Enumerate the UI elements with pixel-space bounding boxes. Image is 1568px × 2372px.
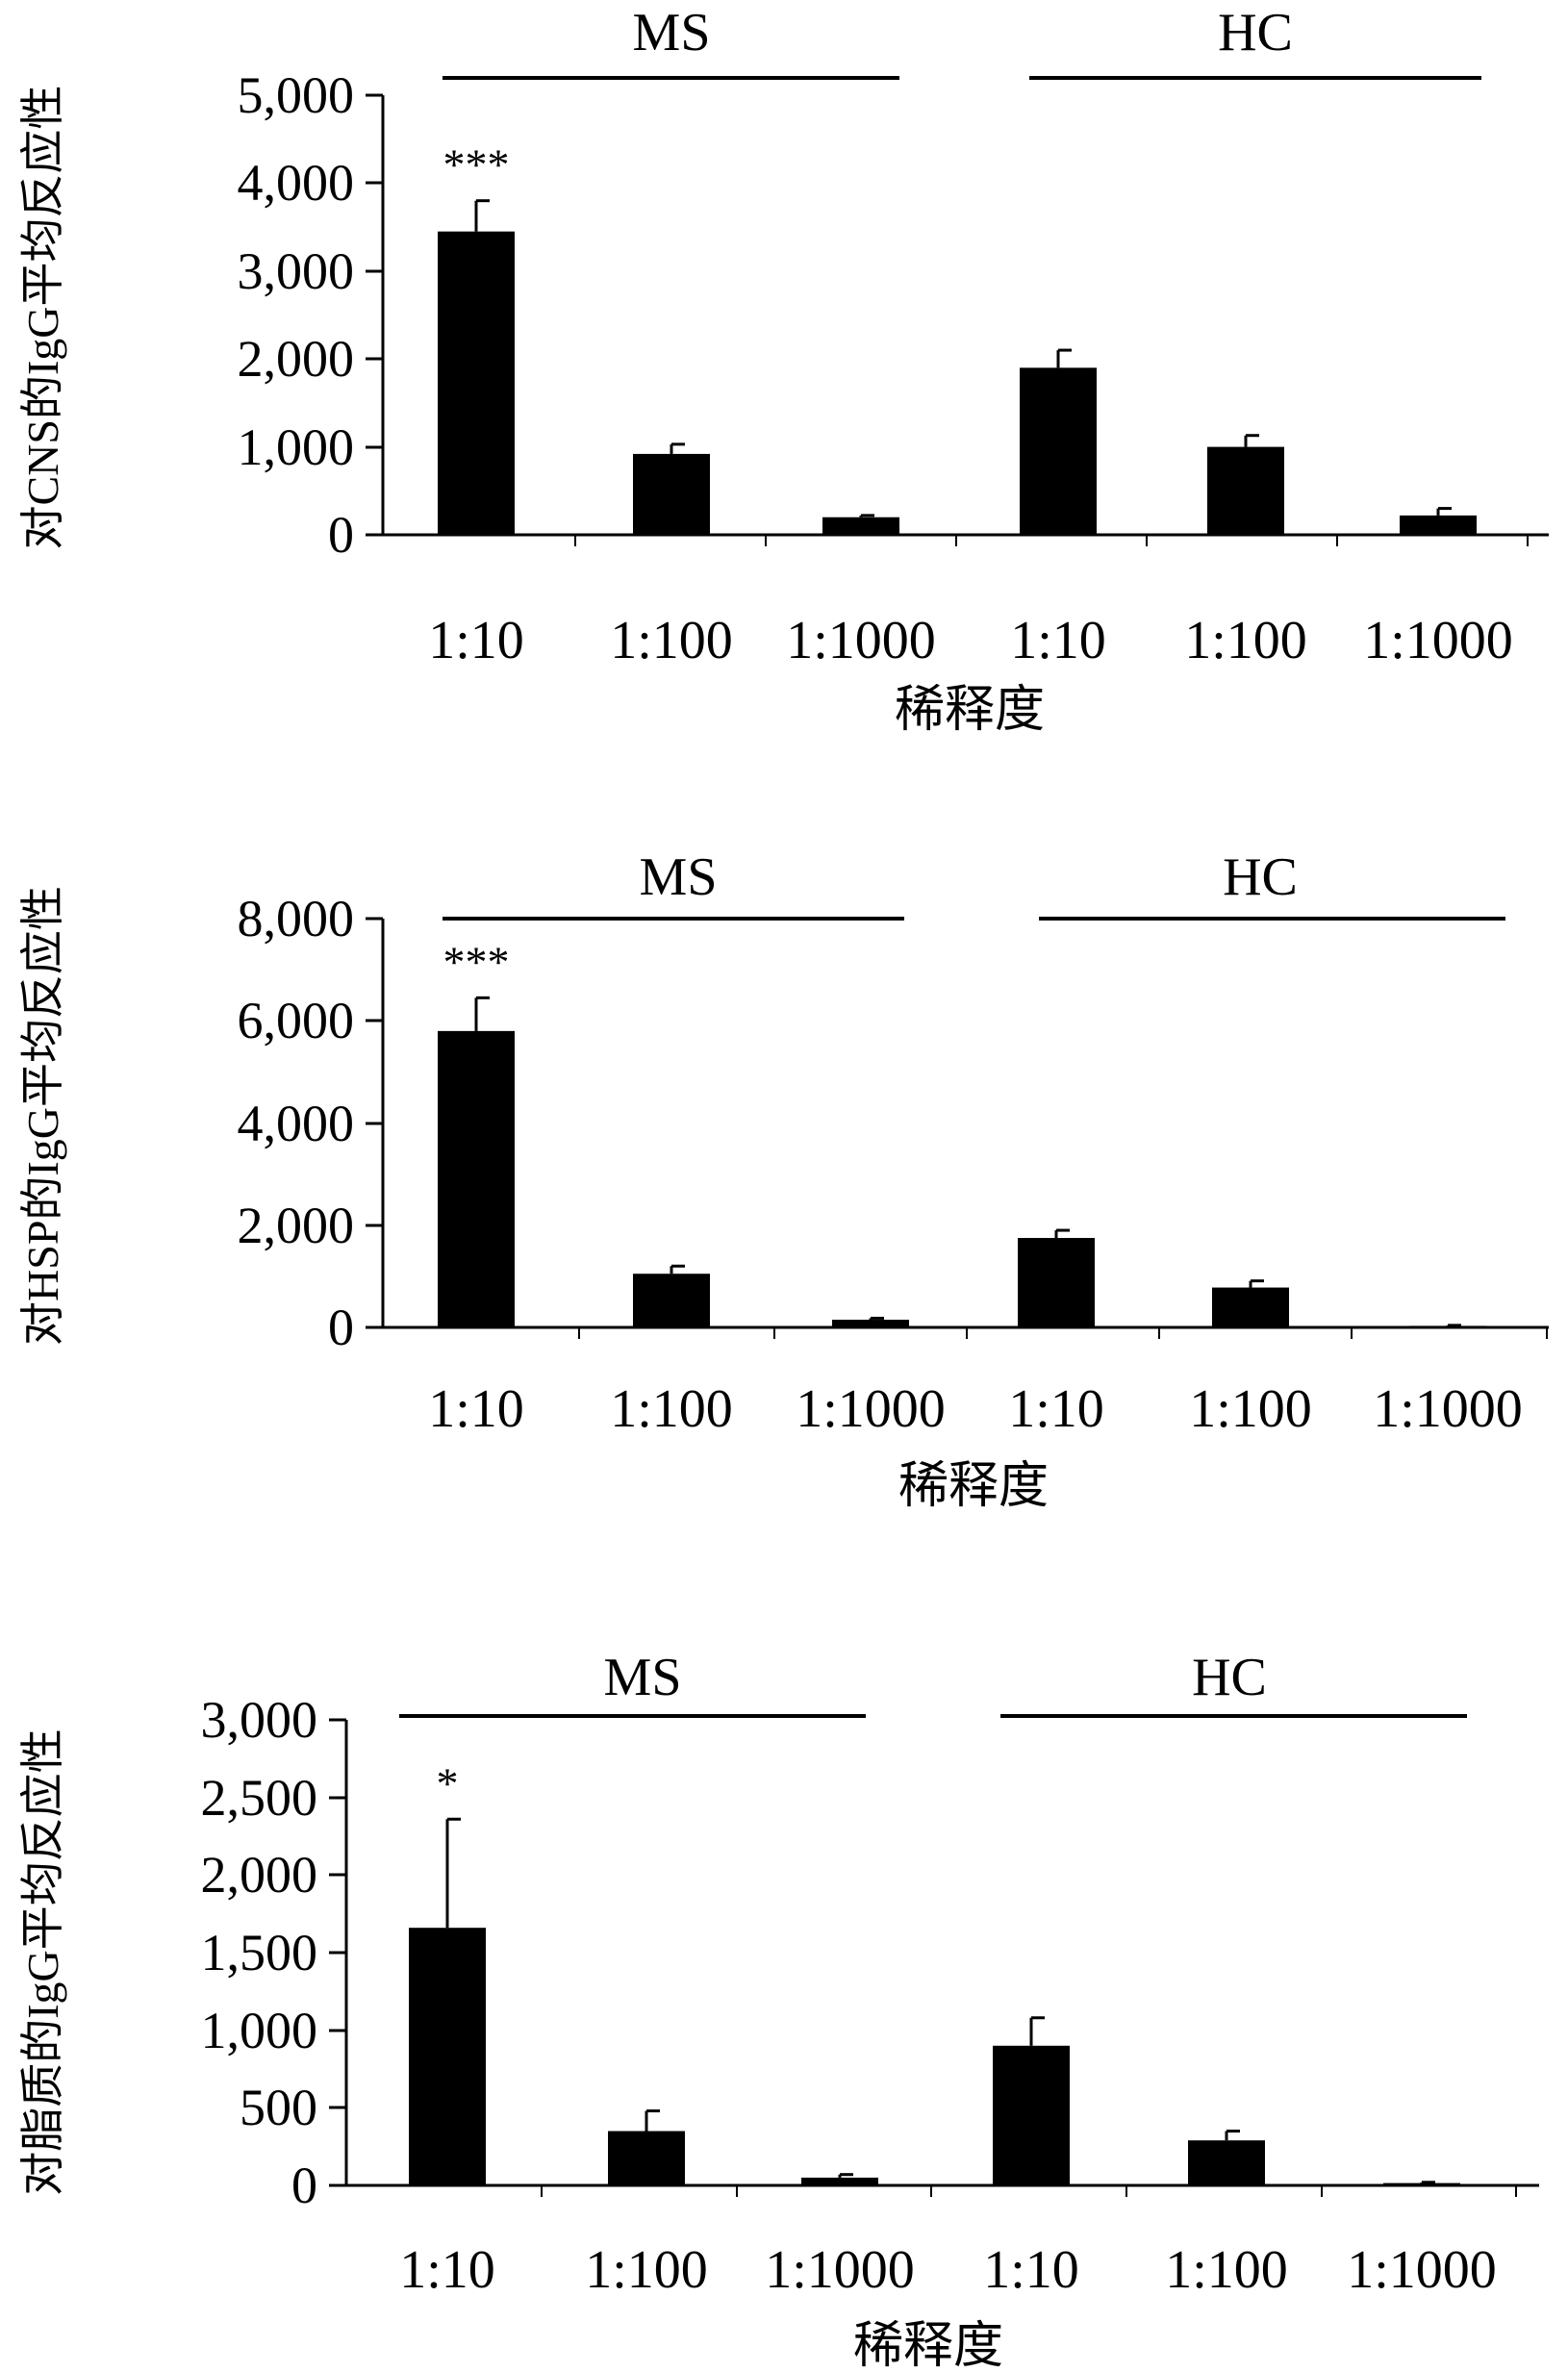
significance-marker: *** [443,140,510,189]
panel-lipid: MS HC 3,000 2,500 2,000 1,500 1,000 500 … [18,1648,1539,2372]
bar [633,454,710,535]
category-label: 1:100 [585,2240,708,2300]
category-label: 1:1000 [796,1379,946,1439]
bar [1018,1238,1095,1327]
bar [633,1274,710,1327]
significance-marker: * [437,1758,459,1807]
y-tick-label: 3,000 [238,242,355,300]
bar [822,517,899,535]
category-label: 1:100 [610,1379,733,1439]
y-tick-label: 5,000 [238,66,355,124]
y-ticks [366,919,383,1327]
y-axis-label: 对HSP的IgG平均反应性 [18,886,67,1346]
x-axis-label: 稀释度 [895,683,1045,738]
group-label-ms: MS [640,847,718,907]
category-label: 1:10 [428,611,524,670]
bar [1400,516,1477,535]
y-axis-label: 对CNS的IgG平均反应性 [18,85,67,549]
bar [438,1031,515,1327]
bar [1212,1288,1289,1327]
x-ticks [575,535,1528,546]
bar [993,2046,1070,2185]
category-labels: 1:10 1:100 1:1000 1:10 1:100 1:1000 [428,1379,1523,1439]
category-label: 1:10 [1010,611,1106,670]
y-tick-label: 3,000 [201,1691,318,1749]
y-ticks [366,95,383,535]
category-label: 1:100 [610,611,733,670]
y-tick-label: 2,000 [238,1197,355,1254]
y-ticks [329,1720,346,2185]
bar [409,1928,486,2185]
y-tick-label: 0 [291,2157,317,2214]
bar [608,2132,685,2185]
panel-hsp: MS HC 8,000 6,000 4,000 2,000 0 *** [18,847,1549,1514]
y-tick-labels: 3,000 2,500 2,000 1,500 1,000 500 0 [201,1691,318,2214]
bars-lipid: * [409,1758,1460,2185]
y-tick-label: 0 [328,1299,354,1356]
category-label: 1:100 [1189,1379,1312,1439]
category-label: 1:100 [1165,2240,1288,2300]
y-tick-label: 2,000 [201,1846,318,1904]
bar [1020,367,1097,535]
bar [832,1320,909,1327]
category-label: 1:10 [1008,1379,1104,1439]
y-tick-label: 8,000 [238,890,355,947]
bars-hsp: *** [438,937,1486,1327]
y-tick-label: 500 [240,2079,317,2136]
bars-cns: *** [438,140,1477,535]
x-ticks [542,2185,1516,2197]
y-tick-label: 1,500 [201,1924,318,1981]
category-label: 1:1000 [1347,2240,1497,2300]
category-label: 1:1000 [786,611,936,670]
x-axis-label: 稀释度 [898,1459,1049,1514]
bar [438,232,515,535]
significance-marker: *** [443,937,510,986]
category-labels: 1:10 1:100 1:1000 1:10 1:100 1:1000 [399,2240,1497,2300]
y-tick-label: 0 [328,506,354,564]
y-tick-label: 6,000 [238,992,355,1049]
group-label-hc: HC [1192,1648,1267,1707]
category-label: 1:1000 [1373,1379,1523,1439]
y-tick-label: 2,500 [201,1769,318,1827]
y-tick-label: 4,000 [238,1095,355,1152]
panel-cns: MS HC 5,000 4,000 3,000 2,000 1,000 0 [18,3,1549,738]
bar [1188,2140,1265,2185]
group-label-ms: MS [633,3,711,63]
bar [1207,447,1284,535]
y-tick-labels: 8,000 6,000 4,000 2,000 0 [238,890,355,1356]
group-label-hc: HC [1218,3,1293,63]
y-axis-label: 对脂质的IgG平均反应性 [18,1729,67,2196]
bar [801,2178,878,2185]
category-label: 1:1000 [765,2240,915,2300]
y-tick-label: 4,000 [238,154,355,212]
x-axis-label: 稀释度 [853,2319,1003,2372]
category-label: 1:1000 [1363,611,1513,670]
category-label: 1:10 [399,2240,495,2300]
y-tick-label: 1,000 [238,418,355,476]
y-tick-label: 1,000 [201,2002,318,2059]
category-label: 1:10 [983,2240,1079,2300]
group-label-ms: MS [604,1648,682,1707]
category-labels: 1:10 1:100 1:1000 1:10 1:100 1:1000 [428,611,1513,670]
category-label: 1:10 [428,1379,524,1439]
category-label: 1:100 [1184,611,1307,670]
y-tick-labels: 5,000 4,000 3,000 2,000 1,000 0 [238,66,355,564]
x-ticks [579,1327,1547,1339]
y-tick-label: 2,000 [238,330,355,388]
group-label-hc: HC [1223,847,1298,907]
